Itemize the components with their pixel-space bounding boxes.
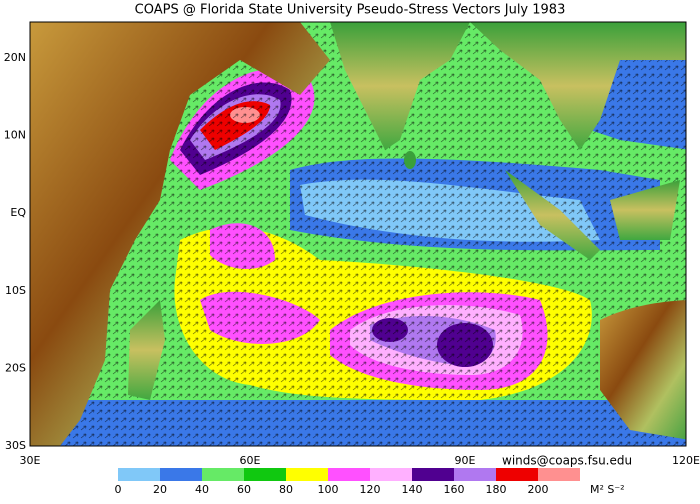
lat-label: 20N <box>4 51 26 64</box>
title: COAPS @ Florida State University Pseudo-… <box>135 3 566 18</box>
colorbar-label: 20 <box>153 483 167 496</box>
lon-label: 90E <box>455 454 476 467</box>
lat-label: EQ <box>10 206 26 219</box>
credit: winds@coaps.fsu.edu <box>502 454 632 468</box>
lat-label: 10N <box>4 129 26 142</box>
colorbar-label: 60 <box>237 483 251 496</box>
colorbar-box <box>496 468 538 481</box>
colorbar-box <box>370 468 412 481</box>
lat-label: 10S <box>5 284 26 297</box>
colorbar-unit: M² S⁻² <box>590 483 625 496</box>
colorbar-label: 100 <box>318 483 339 496</box>
colorbar-box <box>118 468 160 481</box>
colorbar-label: 40 <box>195 483 209 496</box>
colorbar-label: 80 <box>279 483 293 496</box>
lon-label: 60E <box>240 454 261 467</box>
colorbar-label: 120 <box>360 483 381 496</box>
colorbar-label: 0 <box>115 483 122 496</box>
colorbar-label: 140 <box>402 483 423 496</box>
colorbar-box <box>538 468 580 481</box>
colorbar-box <box>328 468 370 481</box>
lat-label: 20S <box>5 361 26 374</box>
colorbar-box <box>412 468 454 481</box>
map-area <box>30 22 686 446</box>
lon-label: 30E <box>20 454 41 467</box>
colorbar-box <box>454 468 496 481</box>
colorbar-box <box>286 468 328 481</box>
colorbar-label: 200 <box>528 483 549 496</box>
colorbar-box <box>244 468 286 481</box>
colorbar-label: 160 <box>444 483 465 496</box>
colorbar-box <box>160 468 202 481</box>
map-frame <box>29 21 687 447</box>
colorbar-box <box>202 468 244 481</box>
lat-label: 30S <box>5 439 26 452</box>
lon-label: 120E <box>672 454 700 467</box>
colorbar-label: 180 <box>486 483 507 496</box>
